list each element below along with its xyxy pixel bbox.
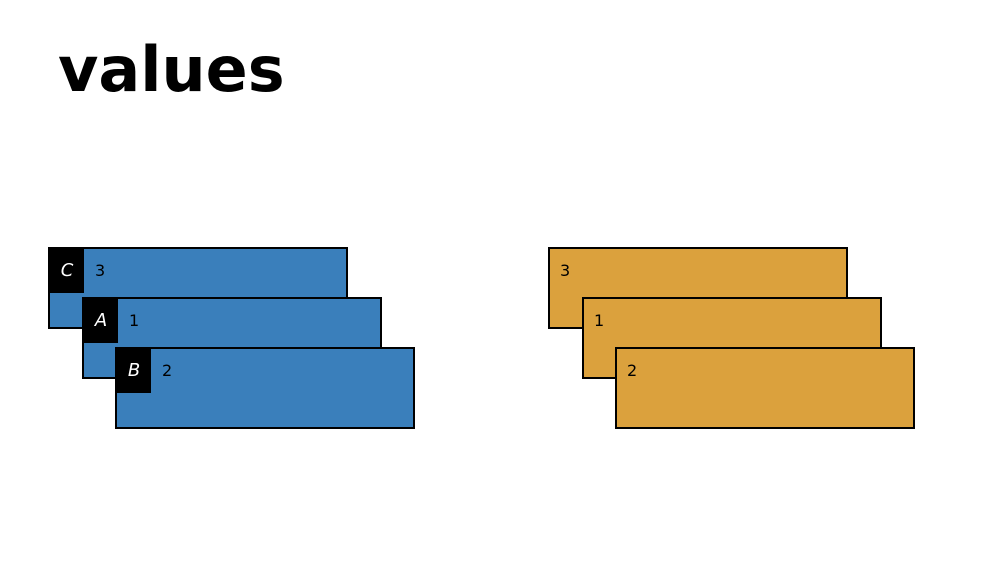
values-value: 3 [560, 261, 571, 280]
dict-key: A [84, 299, 118, 343]
dict-stack: C 3 A 1 B 2 [48, 247, 418, 433]
dict-value: 2 [162, 361, 173, 380]
dict-key: C [50, 249, 84, 293]
dict-item: B 2 [115, 347, 415, 429]
values-item: 2 [615, 347, 915, 429]
page-title: values [58, 33, 285, 106]
dict-value: 3 [95, 261, 106, 280]
values-value: 1 [594, 311, 605, 330]
values-value: 2 [627, 361, 638, 380]
dict-key: B [117, 349, 151, 393]
values-stack: 3 1 2 [548, 247, 918, 433]
dict-value: 1 [129, 311, 140, 330]
